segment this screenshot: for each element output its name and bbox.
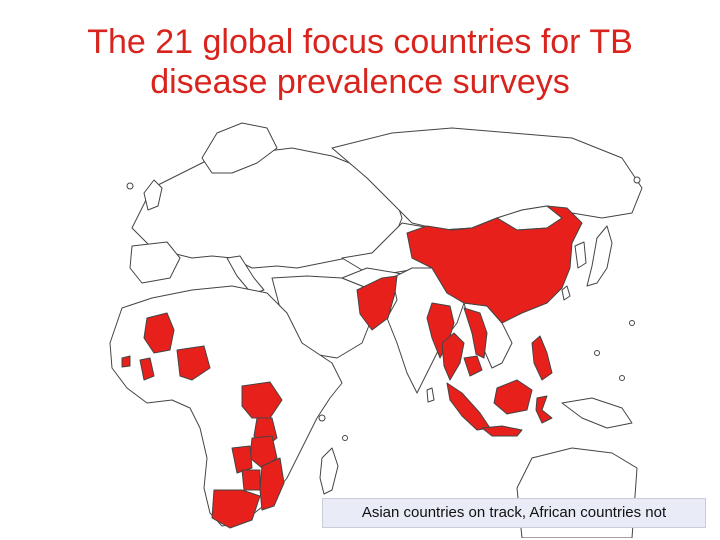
focus-country-malawi-mozambique xyxy=(259,457,285,511)
island-dot xyxy=(629,320,635,326)
focus-country-philippines xyxy=(531,335,553,381)
focus-countries xyxy=(121,205,583,529)
world-map xyxy=(109,122,643,538)
title-line-1: The 21 global focus countries for TB xyxy=(87,23,633,61)
japan xyxy=(586,225,613,287)
iberia xyxy=(129,241,181,284)
uk-island xyxy=(143,179,163,211)
madagascar xyxy=(319,447,339,495)
island-dot xyxy=(594,350,600,356)
focus-country-niger-region xyxy=(176,345,211,381)
korea xyxy=(574,241,587,269)
slide-title: The 21 global focus countries for TB dis… xyxy=(0,22,720,102)
focus-country-indonesia xyxy=(446,382,491,431)
focus-country-java xyxy=(481,425,523,437)
focus-country-sierra-leone xyxy=(121,355,131,368)
focus-country-ghana xyxy=(139,357,155,381)
island-dot xyxy=(619,375,625,381)
title-line-2: disease prevalence surveys xyxy=(150,63,570,101)
focus-country-south-africa xyxy=(211,489,261,529)
caption-box: Asian countries on track, African countr… xyxy=(322,498,706,528)
focus-country-sulawesi xyxy=(535,395,553,424)
focus-country-zambia xyxy=(231,445,253,474)
focus-country-china xyxy=(406,205,583,324)
island-dot xyxy=(318,414,326,422)
taiwan-island xyxy=(561,285,571,301)
island-dot xyxy=(633,176,641,184)
italy xyxy=(226,255,265,295)
island-dot xyxy=(126,182,134,190)
small-islands xyxy=(126,176,641,441)
focus-country-borneo xyxy=(493,379,533,415)
focus-country-vietnam xyxy=(463,307,488,359)
focus-country-nigeria xyxy=(143,312,175,354)
focus-country-cambodia xyxy=(463,355,483,377)
island-dot xyxy=(342,435,348,441)
focus-country-zimbabwe xyxy=(241,469,261,491)
sri-lanka xyxy=(426,387,435,403)
focus-country-thailand xyxy=(441,332,465,381)
papua xyxy=(561,397,633,429)
scandinavia xyxy=(201,122,278,174)
focus-country-pakistan xyxy=(356,275,398,331)
non-focus-countries xyxy=(109,122,643,538)
